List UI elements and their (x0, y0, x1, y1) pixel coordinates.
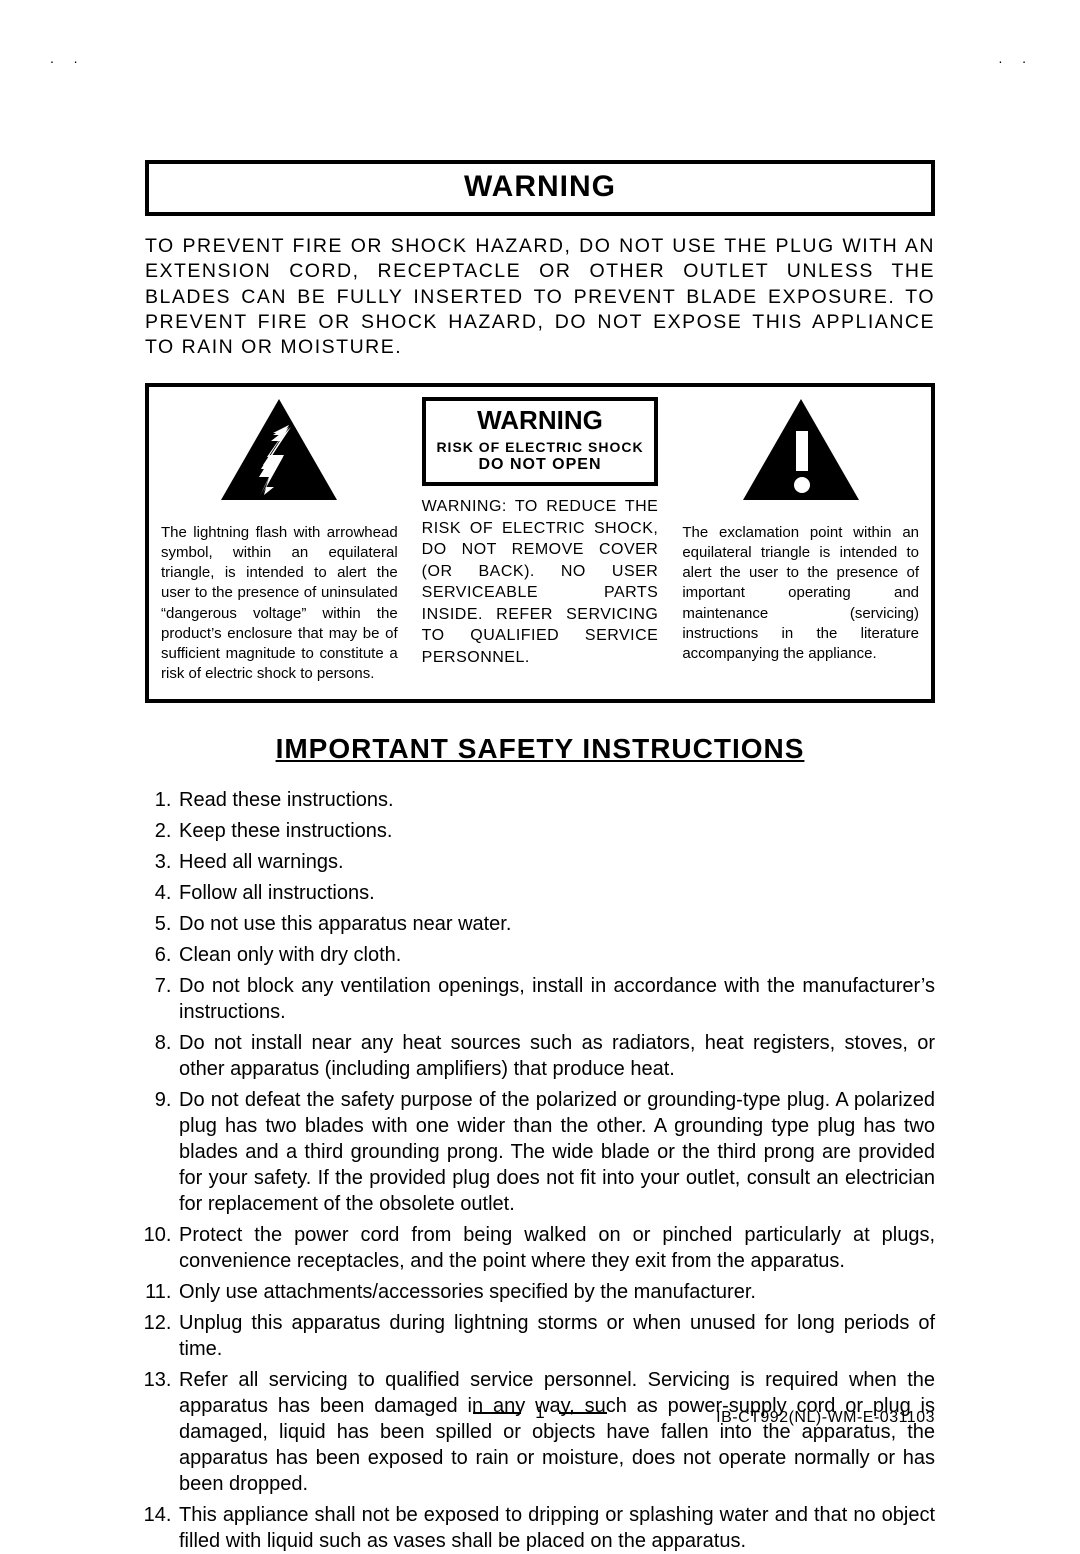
rule-left (473, 1412, 521, 1414)
safety-instructions-list: Read these instructions. Keep these instr… (145, 787, 935, 1554)
col-warning-notice: WARNING RISK OF ELECTRIC SHOCK DO NOT OP… (410, 387, 671, 699)
doc-code: IB-CT992(NL)-WM-E-031103 (716, 1409, 935, 1427)
instruction-item: Refer all servicing to qualified service… (177, 1367, 935, 1497)
instruction-item: Follow all instructions. (177, 880, 935, 906)
instruction-item: Only use attachments/accessories specifi… (177, 1279, 935, 1305)
section-title: IMPORTANT SAFETY INSTRUCTIONS (145, 733, 935, 765)
instruction-item: Protect the power cord from being walked… (177, 1222, 935, 1274)
page-number: 1 (535, 1403, 544, 1423)
crop-mark-tl: . . (50, 50, 82, 66)
instruction-item: Do not use this apparatus near water. (177, 911, 935, 937)
warning-body: TO PREVENT FIRE OR SHOCK HAZARD, DO NOT … (145, 234, 935, 361)
rule-right (559, 1412, 607, 1414)
instruction-item: Clean only with dry cloth. (177, 942, 935, 968)
lightning-desc: The lightning flash with arrowhead symbo… (161, 523, 398, 685)
instruction-item: Do not install near any heat sources suc… (177, 1030, 935, 1082)
inner-warning-box: WARNING RISK OF ELECTRIC SHOCK DO NOT OP… (422, 397, 659, 486)
inner-warning-sub2: DO NOT OPEN (432, 456, 649, 474)
footer: 1 IB-CT992(NL)-WM-E-031103 (145, 1403, 935, 1423)
exclamation-desc: The exclamation point within an equilate… (682, 523, 919, 665)
warning-title-box: WARNING (145, 160, 935, 216)
exclamation-triangle-icon (682, 397, 919, 517)
instruction-item: Keep these instructions. (177, 818, 935, 844)
instruction-item: Read these instructions. (177, 787, 935, 813)
mid-desc: WARNING: TO REDUCE THE RISK OF ELECTRIC … (422, 496, 659, 669)
page: . . . . WARNING TO PREVENT FIRE OR SHOCK… (0, 0, 1080, 1503)
warning-title: WARNING (464, 170, 616, 203)
col-lightning: The lightning flash with arrowhead symbo… (149, 387, 410, 699)
instruction-item: Unplug this apparatus during lightning s… (177, 1310, 935, 1362)
instruction-item: This appliance shall not be exposed to d… (177, 1502, 935, 1554)
instruction-item: Heed all warnings. (177, 849, 935, 875)
crop-mark-tr: . . (998, 50, 1030, 66)
triple-warning-box: The lightning flash with arrowhead symbo… (145, 383, 935, 703)
instruction-item: Do not defeat the safety purpose of the … (177, 1087, 935, 1217)
lightning-triangle-icon (161, 397, 398, 517)
col-exclamation: The exclamation point within an equilate… (670, 387, 931, 699)
inner-warning-heading: WARNING (432, 405, 649, 436)
instruction-item: Do not block any ventilation openings, i… (177, 973, 935, 1025)
inner-warning-sub1: RISK OF ELECTRIC SHOCK (432, 438, 649, 456)
